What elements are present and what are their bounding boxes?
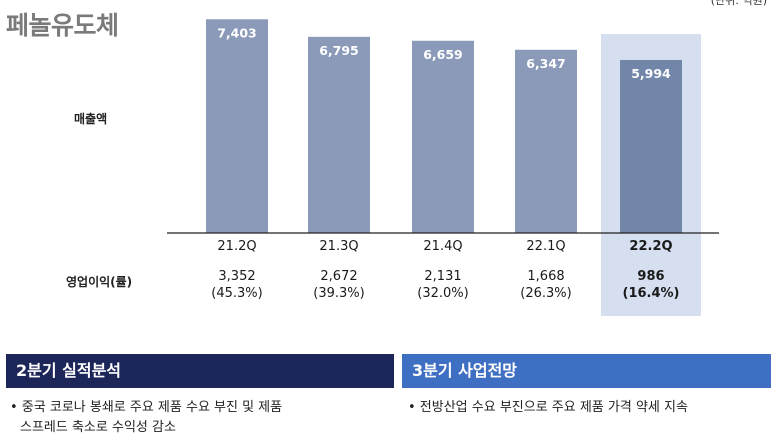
q2-analysis-bullet-line2: 스프레드 축소로 수익성 감소 <box>20 420 176 435</box>
op-margin-value: (32.0%) <box>417 286 468 301</box>
op-income-value: 2,131 <box>424 269 461 284</box>
bar-value-label: 7,403 <box>217 25 257 40</box>
category-tick-label: 22.1Q <box>526 239 565 254</box>
revenue-row-label: 매출액 <box>74 112 108 126</box>
revenue-bar-chart: 7,403 21.2Q 3,352 (45.3%) 6,795 21.3Q 2,672 (39… <box>167 19 719 316</box>
bar-value-label: 6,659 <box>423 47 463 62</box>
unit-label: (단위: 억원) <box>710 0 767 7</box>
bar-22.2Q <box>620 59 682 233</box>
op-income-value: 2,672 <box>320 269 357 284</box>
q3-outlook-title: 3분기 사업전망 <box>412 361 518 380</box>
op-margin-value: (39.3%) <box>313 286 364 301</box>
bar-value-label: 6,795 <box>319 43 359 58</box>
category-tick-label: 21.2Q <box>217 239 256 254</box>
bar-value-label: 5,994 <box>631 66 671 81</box>
q2-analysis-header: 2분기 실적분석 <box>6 354 394 388</box>
q2-analysis-title: 2분기 실적분석 <box>16 361 122 380</box>
page-title: 페놀유도체 <box>6 11 119 40</box>
bar-21.2Q <box>206 19 268 233</box>
bar-value-label: 6,347 <box>526 56 566 71</box>
op-income-value: 3,352 <box>218 269 255 284</box>
op-income-row-label: 영업이익(률) <box>66 275 133 289</box>
q3-outlook-bullet-line1: • 전방산업 수요 부진으로 주요 제품 가격 약세 지속 <box>408 400 688 415</box>
op-income-value: 986 <box>637 269 664 284</box>
op-income-value: 1,668 <box>527 269 564 284</box>
op-margin-value: (26.3%) <box>520 286 571 301</box>
category-tick-label: 22.2Q <box>629 239 672 254</box>
op-margin-value: (45.3%) <box>211 286 262 301</box>
q3-outlook-bullet: • 전방산업 수요 부진으로 주요 제품 가격 약세 지속 <box>408 398 688 418</box>
bar-22.1Q <box>515 49 577 233</box>
q2-analysis-bullet-line1: • 중국 코로나 봉쇄로 주요 제품 수요 부진 및 제품 <box>10 400 283 415</box>
category-tick-label: 21.3Q <box>319 239 358 254</box>
bar-21.3Q <box>308 36 370 233</box>
category-tick-label: 21.4Q <box>423 239 462 254</box>
op-margin-value: (16.4%) <box>623 286 680 301</box>
q2-analysis-bullet: • 중국 코로나 봉쇄로 주요 제품 수요 부진 및 제품 스프레드 축소로 수… <box>10 398 282 438</box>
bar-21.4Q <box>412 40 474 234</box>
q3-outlook-header: 3분기 사업전망 <box>402 354 771 388</box>
